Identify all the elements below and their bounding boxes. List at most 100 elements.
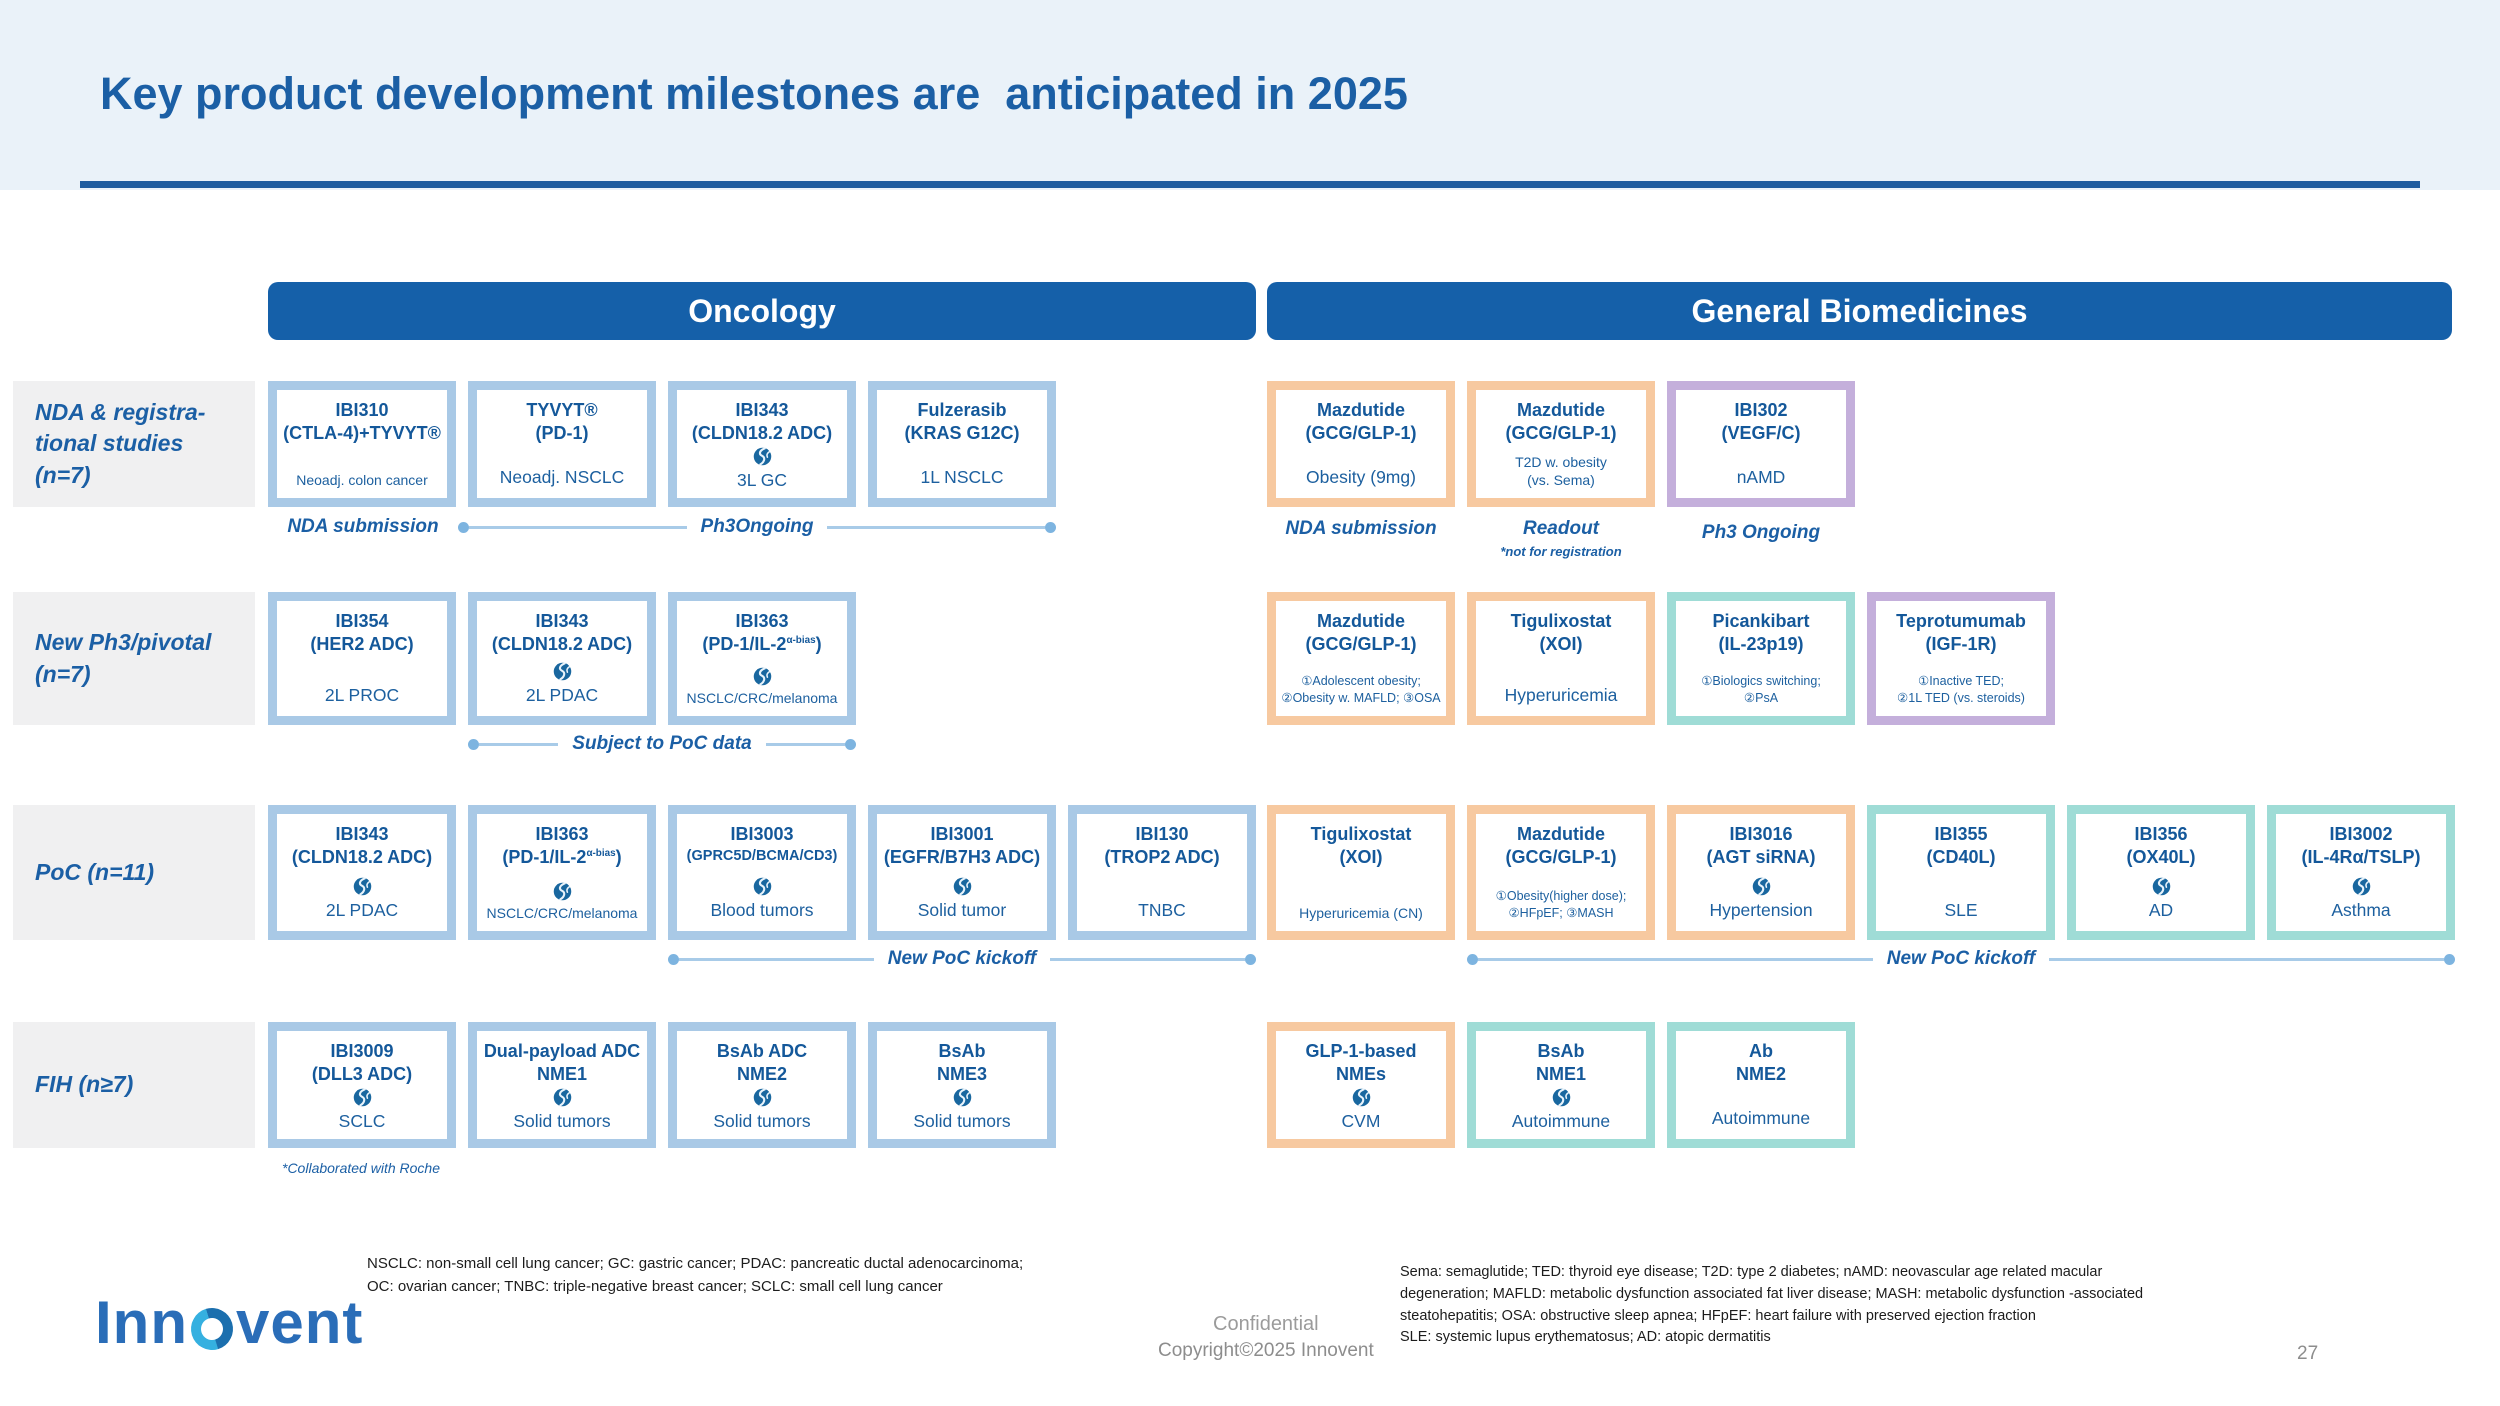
product-box: Teprotumumab (IGF-1R) ①Inactive TED; ②1L T… — [1867, 592, 2055, 725]
product-box: GLP-1-based NMEs CVM — [1267, 1022, 1455, 1148]
milestone-label-readout: Readout *not for registration — [1467, 518, 1655, 559]
product-indication: 2L PDAC — [525, 685, 599, 706]
product-name: GLP-1-based — [1305, 1041, 1417, 1061]
globe-icon — [2152, 877, 2170, 896]
product-target: (TROP2 ADC) — [1104, 847, 1220, 868]
product-box: IBI356 (OX40L) AD — [2067, 805, 2255, 940]
product-box: IBI3009 (DLL3 ADC) SCLC — [268, 1022, 456, 1148]
product-indication: NSCLC/CRC/melanoma — [686, 689, 838, 706]
product-indication: 1L NSCLC — [920, 467, 1004, 488]
product-target: (XOI) — [1539, 634, 1583, 655]
product-target: (PD-1/IL-2α-bias) — [502, 847, 622, 868]
milestone-dot — [845, 738, 856, 750]
product-indication: 2L PDAC — [325, 900, 399, 921]
milestone-label-nda-submission: NDA submission — [287, 516, 439, 537]
globe-icon — [553, 882, 571, 901]
row-label-poc: PoC (n=11) — [13, 805, 255, 940]
milestone-line — [479, 742, 559, 746]
milestone-line — [827, 525, 1045, 529]
product-name: IBI3003 — [730, 824, 794, 844]
logo-o-swirl-icon — [183, 1300, 241, 1357]
product-target: (HER2 ADC) — [310, 634, 414, 655]
product-indication: AD — [2148, 900, 2174, 921]
milestone-line — [1478, 957, 1873, 961]
product-target: (KRAS G12C) — [904, 423, 1020, 444]
product-indication: ①Biologics switching; ②PsA — [1701, 674, 1821, 706]
product-target: (GPRC5D/BCMA/CD3) — [686, 848, 838, 865]
milestone-label-ph3-ongoing-general: Ph3 Ongoing — [1701, 522, 1821, 543]
product-name: Tigulixostat — [1510, 611, 1612, 631]
product-name: BsAb — [1537, 1041, 1585, 1061]
roche-collaboration-note: *Collaborated with Roche — [282, 1160, 440, 1176]
confidential-label: Confidential — [1213, 1313, 1319, 1335]
page-number: 27 — [2297, 1343, 2319, 1364]
title-band — [0, 0, 2500, 190]
product-indication: 3L GC — [737, 469, 787, 490]
milestone-label-subject-to-poc: Subject to PoC data — [572, 733, 752, 754]
product-name: Ab — [1749, 1041, 1773, 1061]
product-box: BsAb NME3 Solid tumors — [868, 1022, 1056, 1148]
product-indication: Solid tumor — [917, 900, 1007, 921]
product-box: Mazdutide (GCG/GLP-1) T2D w. obesity (vs. … — [1467, 381, 1655, 507]
globe-icon — [753, 877, 771, 896]
product-indication: Asthma — [2331, 900, 2391, 921]
milestone-bar-row3-general: New PoC kickoff — [1467, 948, 2455, 970]
product-name: TYVYT® — [526, 400, 598, 420]
row4-oncology-boxes: IBI3009 (DLL3 ADC) SCLC Dual-payload ADC NME… — [268, 1022, 1056, 1148]
globe-icon — [753, 667, 771, 686]
product-target: (CLDN18.2 ADC) — [491, 634, 633, 655]
product-target: (OX40L) — [2126, 847, 2196, 868]
product-indication: SLE — [1944, 900, 1978, 921]
product-target: NMEs — [1335, 1064, 1386, 1085]
product-box: Mazdutide (GCG/GLP-1) ①Adolescent obesity;… — [1267, 592, 1455, 725]
product-box: IBI3016 (AGT siRNA) Hypertension — [1667, 805, 1855, 940]
product-name: IBI354 — [335, 611, 389, 631]
product-box: Picankibart (IL-23p19) ①Biologics switchin… — [1667, 592, 1855, 725]
milestone-dot — [1467, 953, 1478, 965]
globe-icon — [753, 447, 771, 466]
milestone-line — [469, 525, 687, 529]
milestone-dot — [668, 953, 679, 965]
product-name: Mazdutide — [1517, 824, 1605, 844]
row1-oncology-boxes: IBI310 (CTLA-4)+TYVYT® Neoadj. colon cance… — [268, 381, 1056, 507]
row2-general-boxes: Mazdutide (GCG/GLP-1) ①Adolescent obesity;… — [1267, 592, 2055, 725]
product-box: IBI355 (CD40L) SLE — [1867, 805, 2055, 940]
product-indication: TNBC — [1138, 900, 1186, 921]
slide-title: Key product development milestones are a… — [100, 68, 1408, 119]
product-name: Fulzerasib — [917, 400, 1007, 420]
product-indication: Neoadj. colon cancer — [296, 471, 428, 488]
globe-icon — [1752, 877, 1770, 896]
product-target: NME2 — [736, 1064, 787, 1085]
product-box: IBI343 (CLDN18.2 ADC) 2L PDAC — [468, 592, 656, 725]
row3-general-boxes: Tigulixostat (XOI) Hyperuricemia (CN) Mazdu… — [1267, 805, 2455, 940]
product-name: Teprotumumab — [1896, 611, 2026, 631]
product-box: IBI3002 (IL-4Rα/TSLP) Asthma — [2267, 805, 2455, 940]
product-target: (GCG/GLP-1) — [1505, 847, 1617, 868]
milestone-label-new-poc-kickoff-general: New PoC kickoff — [1886, 948, 2036, 969]
column-header-oncology: Oncology — [268, 282, 1256, 340]
product-box: IBI343 (CLDN18.2 ADC) 3L GC — [668, 381, 856, 507]
row-label-new-ph3-pivotal: New Ph3/pivotal (n=7) — [13, 592, 255, 725]
row2-oncology-boxes: IBI354 (HER2 ADC) 2L PROC IBI343 (CLDN18.2 A… — [268, 592, 856, 725]
product-box: IBI3003 (GPRC5D/BCMA/CD3) Blood tumors — [668, 805, 856, 940]
product-target: NME2 — [1735, 1064, 1786, 1085]
product-name: IBI363 — [535, 824, 589, 844]
logo-text-post: vent — [235, 1289, 364, 1356]
product-target: (CLDN18.2 ADC) — [691, 423, 833, 444]
product-indication: Solid tumors — [513, 1110, 611, 1131]
globe-icon — [553, 662, 571, 681]
product-indication: Solid tumors — [713, 1110, 811, 1131]
product-target: NME1 — [1535, 1064, 1586, 1085]
milestone-bar-row1-oncology: NDA submission Ph3Ongoing — [268, 516, 1056, 538]
globe-icon — [353, 1088, 371, 1107]
milestone-line — [679, 957, 874, 961]
product-target: (XOI) — [1339, 847, 1383, 868]
product-box: Tigulixostat (XOI) Hyperuricemia (CN) — [1267, 805, 1455, 940]
product-indication: Obesity (9mg) — [1306, 467, 1416, 488]
milestone-label-nda-submission-general: NDA submission — [1285, 518, 1437, 539]
footnote-general-abbreviations: Sema: semaglutide; TED: thyroid eye dise… — [1400, 1264, 2144, 1346]
product-box: IBI3001 (EGFR/B7H3 ADC) Solid tumor — [868, 805, 1056, 940]
milestone-dot — [1245, 953, 1256, 965]
product-name: IBI343 — [735, 400, 789, 420]
